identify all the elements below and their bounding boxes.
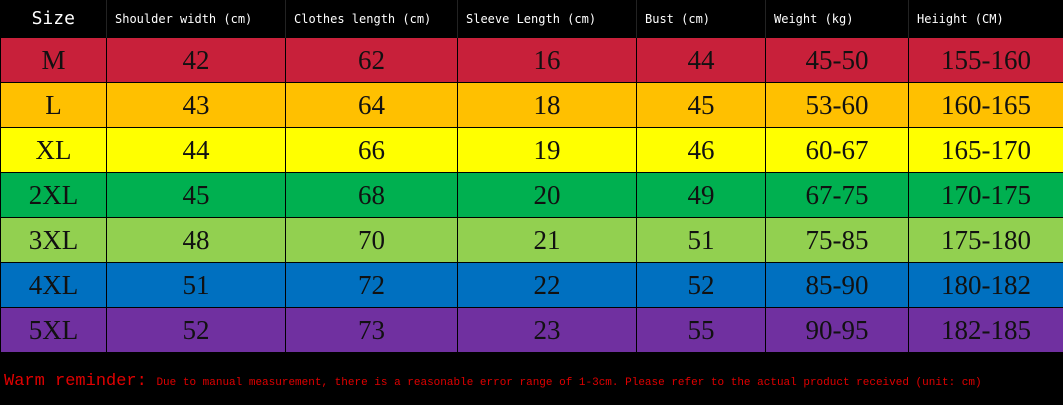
value-cell: 68	[285, 172, 458, 218]
value-cell: 85-90	[765, 262, 909, 308]
size-cell: XL	[0, 127, 107, 173]
value-cell: 170-175	[908, 172, 1063, 218]
value-cell: 75-85	[765, 217, 909, 263]
value-cell: 73	[285, 307, 458, 353]
value-cell: 48	[106, 217, 286, 263]
value-cell: 45	[106, 172, 286, 218]
value-cell: 44	[106, 127, 286, 173]
column-header: Bust (cm)	[636, 0, 766, 38]
value-cell: 180-182	[908, 262, 1063, 308]
value-cell: 45-50	[765, 37, 909, 83]
value-cell: 45	[636, 82, 766, 128]
header-row: Size Shoulder width (cm) Clothes length (c…	[0, 0, 1063, 38]
value-cell: 55	[636, 307, 766, 353]
value-cell: 175-180	[908, 217, 1063, 263]
value-cell: 21	[457, 217, 637, 263]
value-cell: 62	[285, 37, 458, 83]
table-row: L 43 64 18 45 53-60 160-165	[0, 82, 1063, 128]
value-cell: 52	[106, 307, 286, 353]
size-chart-table: Size Shoulder width (cm) Clothes length (c…	[0, 0, 1063, 353]
column-header: Shoulder width (cm)	[106, 0, 286, 38]
value-cell: 23	[457, 307, 637, 353]
table-row: 4XL 51 72 22 52 85-90 180-182	[0, 262, 1063, 308]
column-header: Sleeve Length (cm)	[457, 0, 637, 38]
value-cell: 46	[636, 127, 766, 173]
value-cell: 64	[285, 82, 458, 128]
value-cell: 60-67	[765, 127, 909, 173]
warm-reminder: Warm reminder: Due to manual measurement…	[4, 372, 982, 391]
table-body: M 42 62 16 44 45-50 155-160 L 43 64 18 45 53-60 160-1…	[0, 37, 1063, 353]
value-cell: 90-95	[765, 307, 909, 353]
value-cell: 155-160	[908, 37, 1063, 83]
value-cell: 67-75	[765, 172, 909, 218]
size-cell: L	[0, 82, 107, 128]
size-cell: 3XL	[0, 217, 107, 263]
size-cell: 5XL	[0, 307, 107, 353]
value-cell: 53-60	[765, 82, 909, 128]
value-cell: 49	[636, 172, 766, 218]
value-cell: 72	[285, 262, 458, 308]
column-header: Clothes length (cm)	[285, 0, 458, 38]
value-cell: 18	[457, 82, 637, 128]
value-cell: 20	[457, 172, 637, 218]
table-row: M 42 62 16 44 45-50 155-160	[0, 37, 1063, 83]
table-row: XL 44 66 19 46 60-67 165-170	[0, 127, 1063, 173]
column-header: Heiight (CM)	[908, 0, 1063, 38]
size-cell: M	[0, 37, 107, 83]
value-cell: 165-170	[908, 127, 1063, 173]
size-cell: 2XL	[0, 172, 107, 218]
value-cell: 16	[457, 37, 637, 83]
value-cell: 43	[106, 82, 286, 128]
value-cell: 42	[106, 37, 286, 83]
column-header: Weight (kg)	[765, 0, 909, 38]
table-row: 5XL 52 73 23 55 90-95 182-185	[0, 307, 1063, 353]
value-cell: 51	[636, 217, 766, 263]
value-cell: 44	[636, 37, 766, 83]
value-cell: 22	[457, 262, 637, 308]
value-cell: 70	[285, 217, 458, 263]
reminder-text: Due to manual measurement, there is a re…	[156, 377, 982, 389]
value-cell: 51	[106, 262, 286, 308]
value-cell: 182-185	[908, 307, 1063, 353]
table-row: 2XL 45 68 20 49 67-75 170-175	[0, 172, 1063, 218]
reminder-label: Warm reminder:	[4, 372, 147, 391]
value-cell: 19	[457, 127, 637, 173]
table-row: 3XL 48 70 21 51 75-85 175-180	[0, 217, 1063, 263]
size-cell: 4XL	[0, 262, 107, 308]
value-cell: 52	[636, 262, 766, 308]
value-cell: 160-165	[908, 82, 1063, 128]
value-cell: 66	[285, 127, 458, 173]
column-header: Size	[0, 0, 107, 38]
